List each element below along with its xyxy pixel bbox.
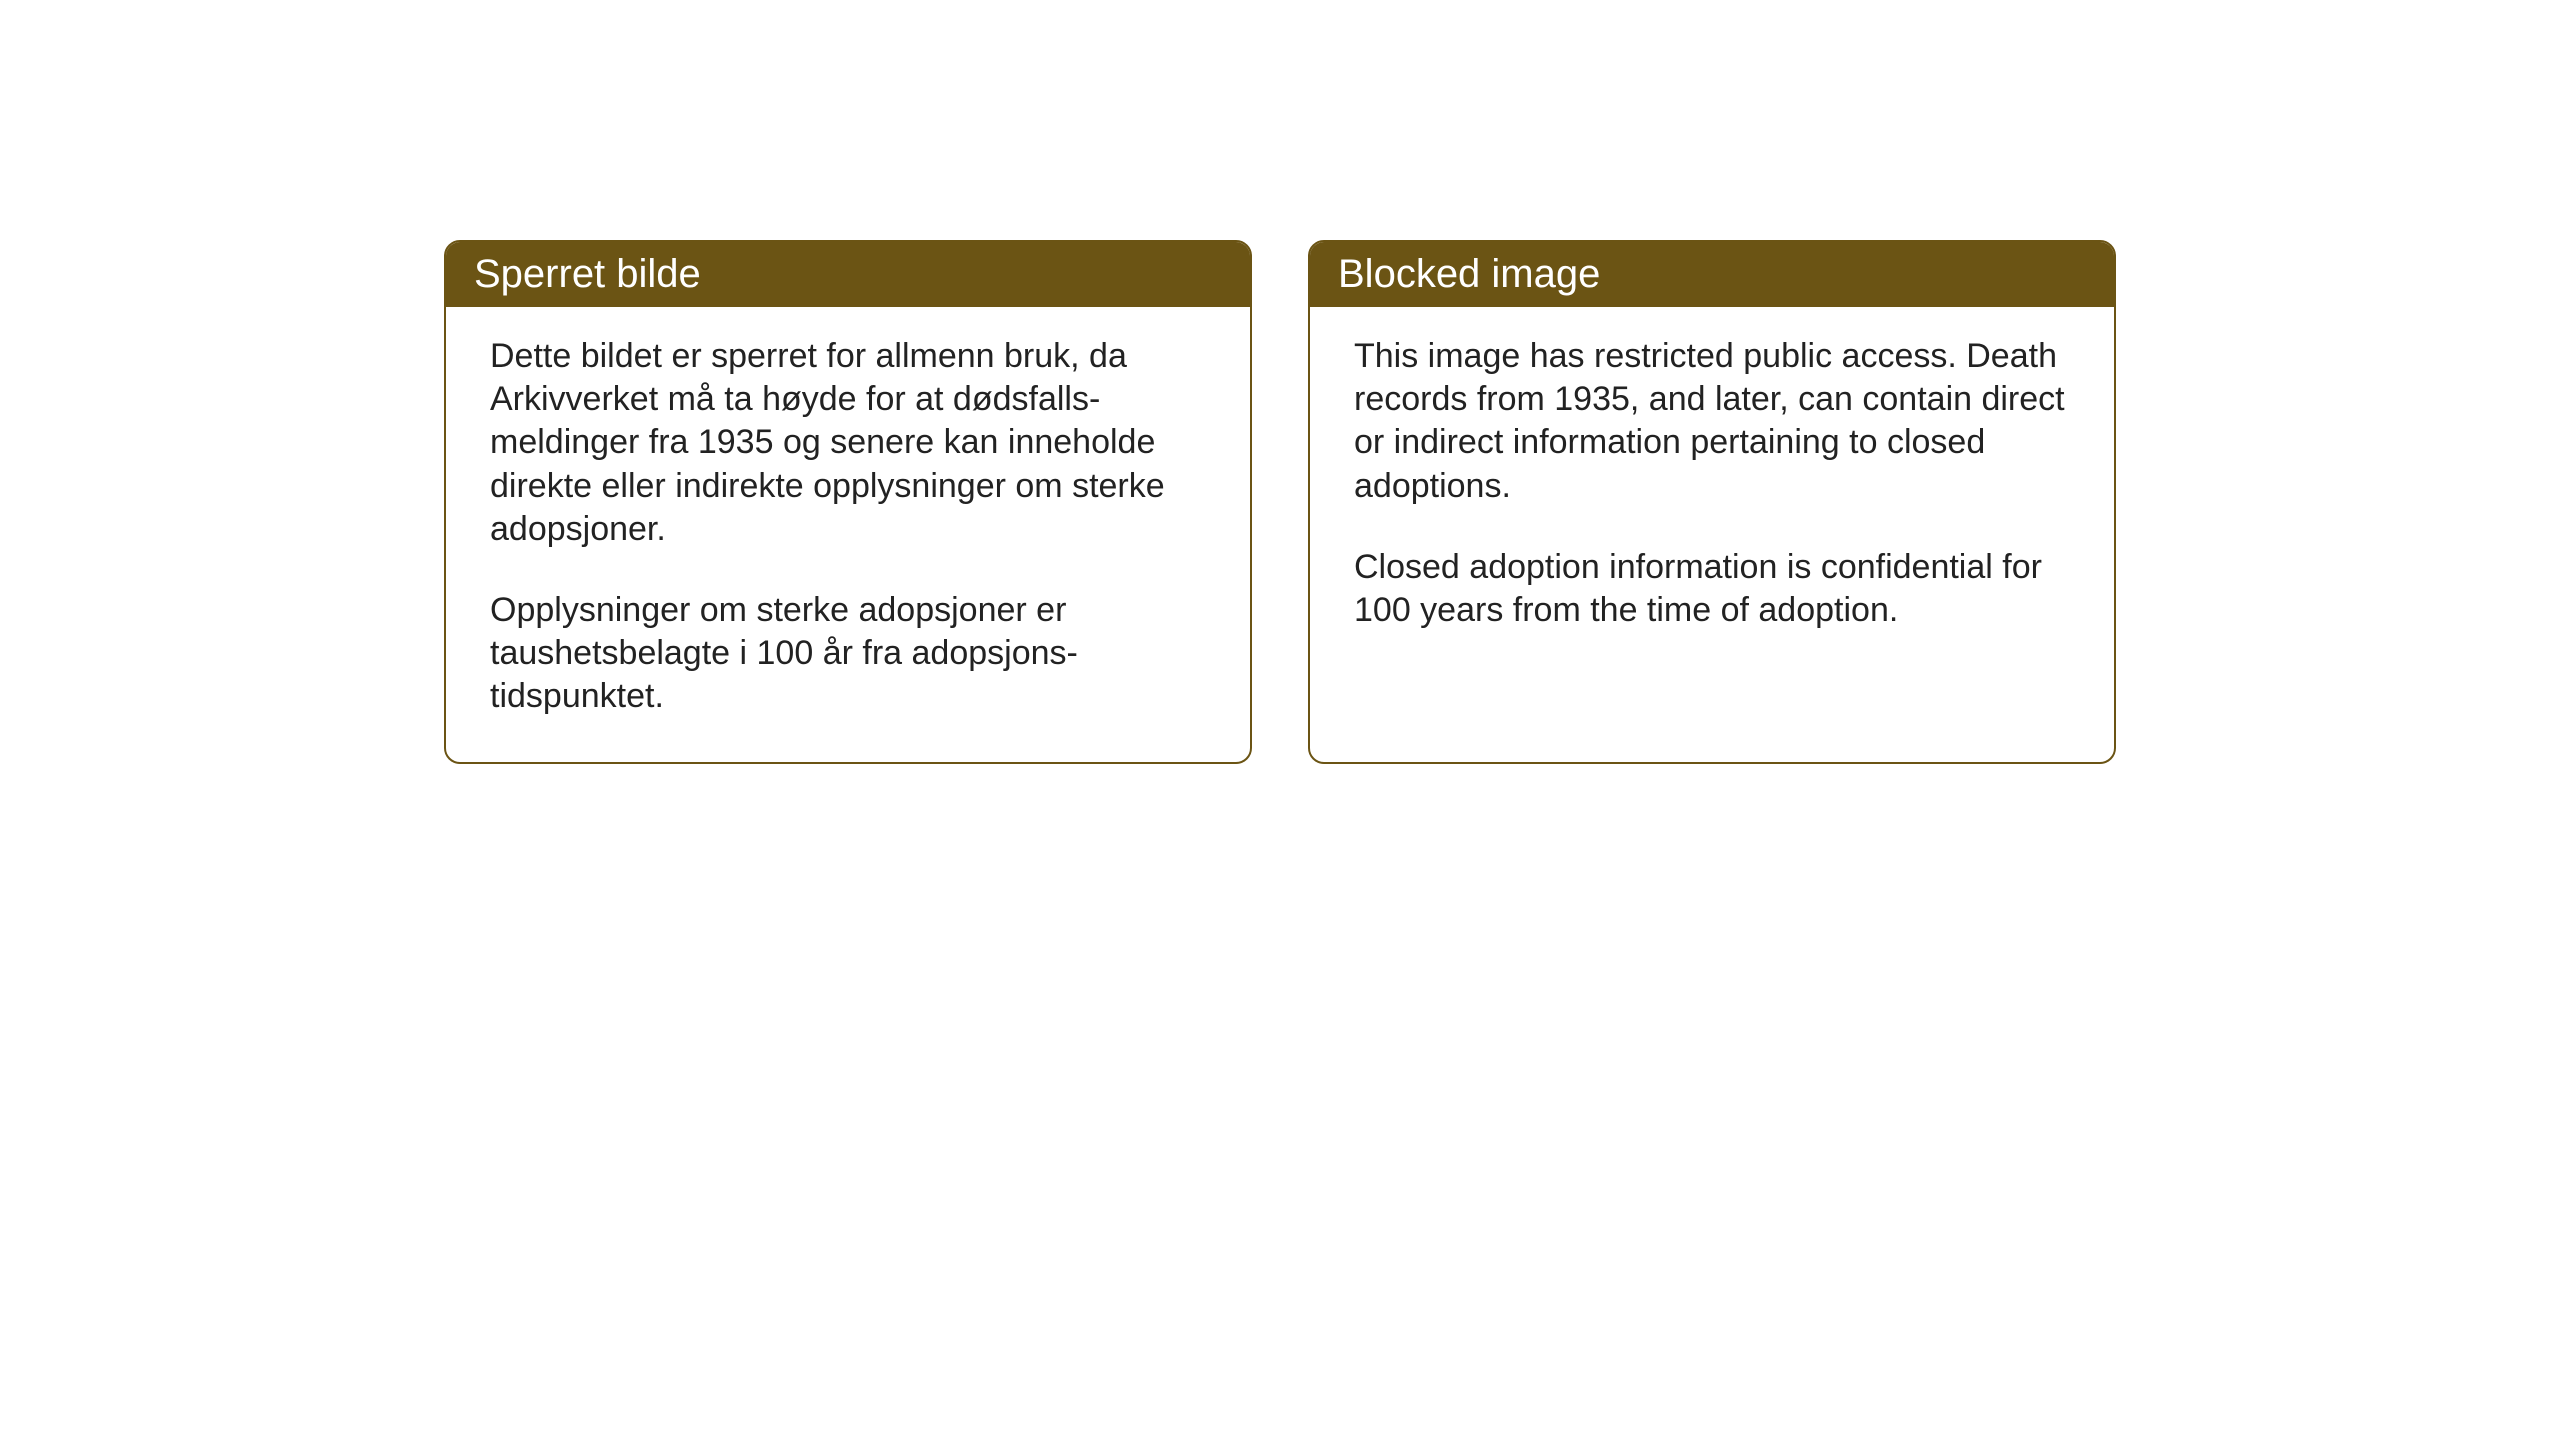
notice-card-english: Blocked image This image has restricted … [1308, 240, 2116, 764]
notice-paragraph-norwegian-1: Dette bildet er sperret for allmenn bruk… [490, 335, 1206, 551]
notice-paragraph-english-2: Closed adoption information is confident… [1354, 546, 2070, 632]
card-body-english: This image has restricted public access.… [1310, 307, 2114, 676]
card-body-norwegian: Dette bildet er sperret for allmenn bruk… [446, 307, 1250, 762]
notice-paragraph-english-1: This image has restricted public access.… [1354, 335, 2070, 508]
notice-card-norwegian: Sperret bilde Dette bildet er sperret fo… [444, 240, 1252, 764]
card-header-norwegian: Sperret bilde [446, 242, 1250, 307]
notice-container: Sperret bilde Dette bildet er sperret fo… [444, 240, 2116, 764]
card-header-english: Blocked image [1310, 242, 2114, 307]
notice-paragraph-norwegian-2: Opplysninger om sterke adopsjoner er tau… [490, 589, 1206, 719]
